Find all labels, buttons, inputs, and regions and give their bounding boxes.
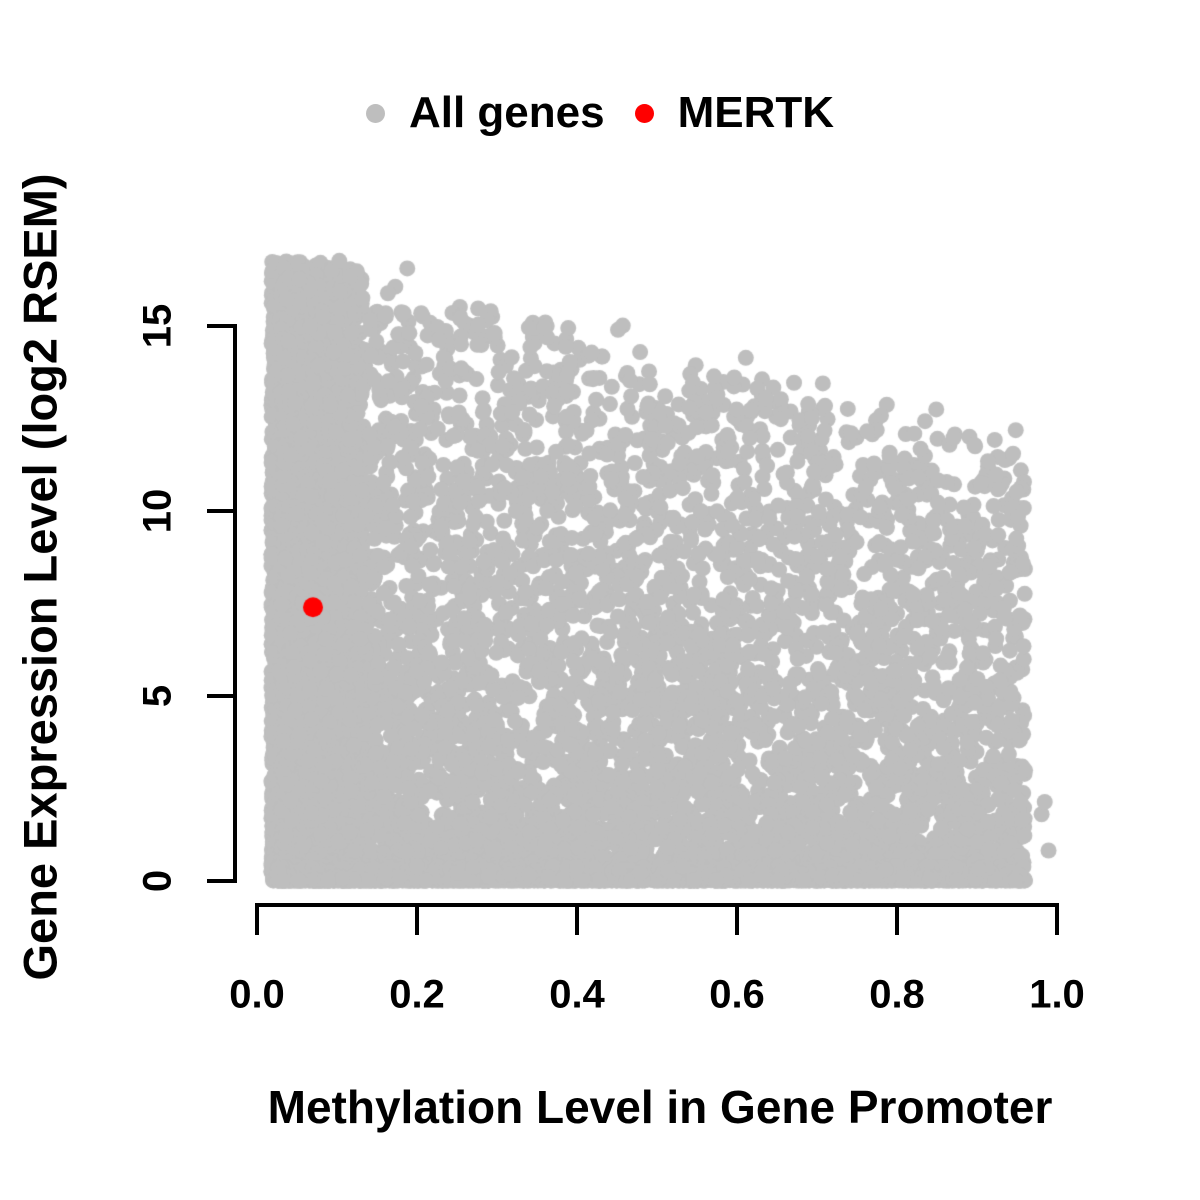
x-tick-label: 1.0 xyxy=(1029,972,1085,1017)
y-tick-mark xyxy=(207,509,233,513)
legend-label-mertk: MERTK xyxy=(677,88,835,137)
legend: All genes MERTK xyxy=(0,85,1200,141)
x-tick-label: 0.4 xyxy=(549,972,605,1017)
x-axis-title: Methylation Level in Gene Promoter xyxy=(267,1081,1053,1133)
legend-marker-mertk-icon xyxy=(634,103,654,123)
legend-marker-all-genes-icon xyxy=(365,103,385,123)
x-tick-label: 0.8 xyxy=(869,972,925,1017)
y-axis-line xyxy=(233,324,237,883)
y-tick-mark xyxy=(207,324,233,328)
x-tick-mark xyxy=(415,907,419,935)
x-tick-mark xyxy=(895,907,899,935)
x-axis-line xyxy=(255,903,1059,907)
x-tick-mark xyxy=(1055,907,1059,935)
y-axis-title: Gene Expression Level (log2 RSEM) xyxy=(13,173,67,981)
y-tick-label: 5 xyxy=(135,684,180,708)
x-tick-label: 0.0 xyxy=(229,972,285,1017)
x-tick-label: 0.2 xyxy=(389,972,445,1017)
y-tick-mark xyxy=(207,694,233,698)
legend-label-all-genes: All genes xyxy=(408,88,605,137)
x-tick-mark xyxy=(735,907,739,935)
y-tick-label: 0 xyxy=(135,869,180,893)
x-tick-mark xyxy=(575,907,579,935)
x-tick-mark xyxy=(255,907,259,935)
legend-item-all-genes: All genes xyxy=(365,88,605,138)
y-tick-mark xyxy=(207,879,233,883)
y-tick-label: 15 xyxy=(135,303,180,349)
x-tick-label: 0.6 xyxy=(709,972,765,1017)
legend-item-mertk: MERTK xyxy=(634,88,835,138)
y-tick-label: 10 xyxy=(135,488,180,534)
